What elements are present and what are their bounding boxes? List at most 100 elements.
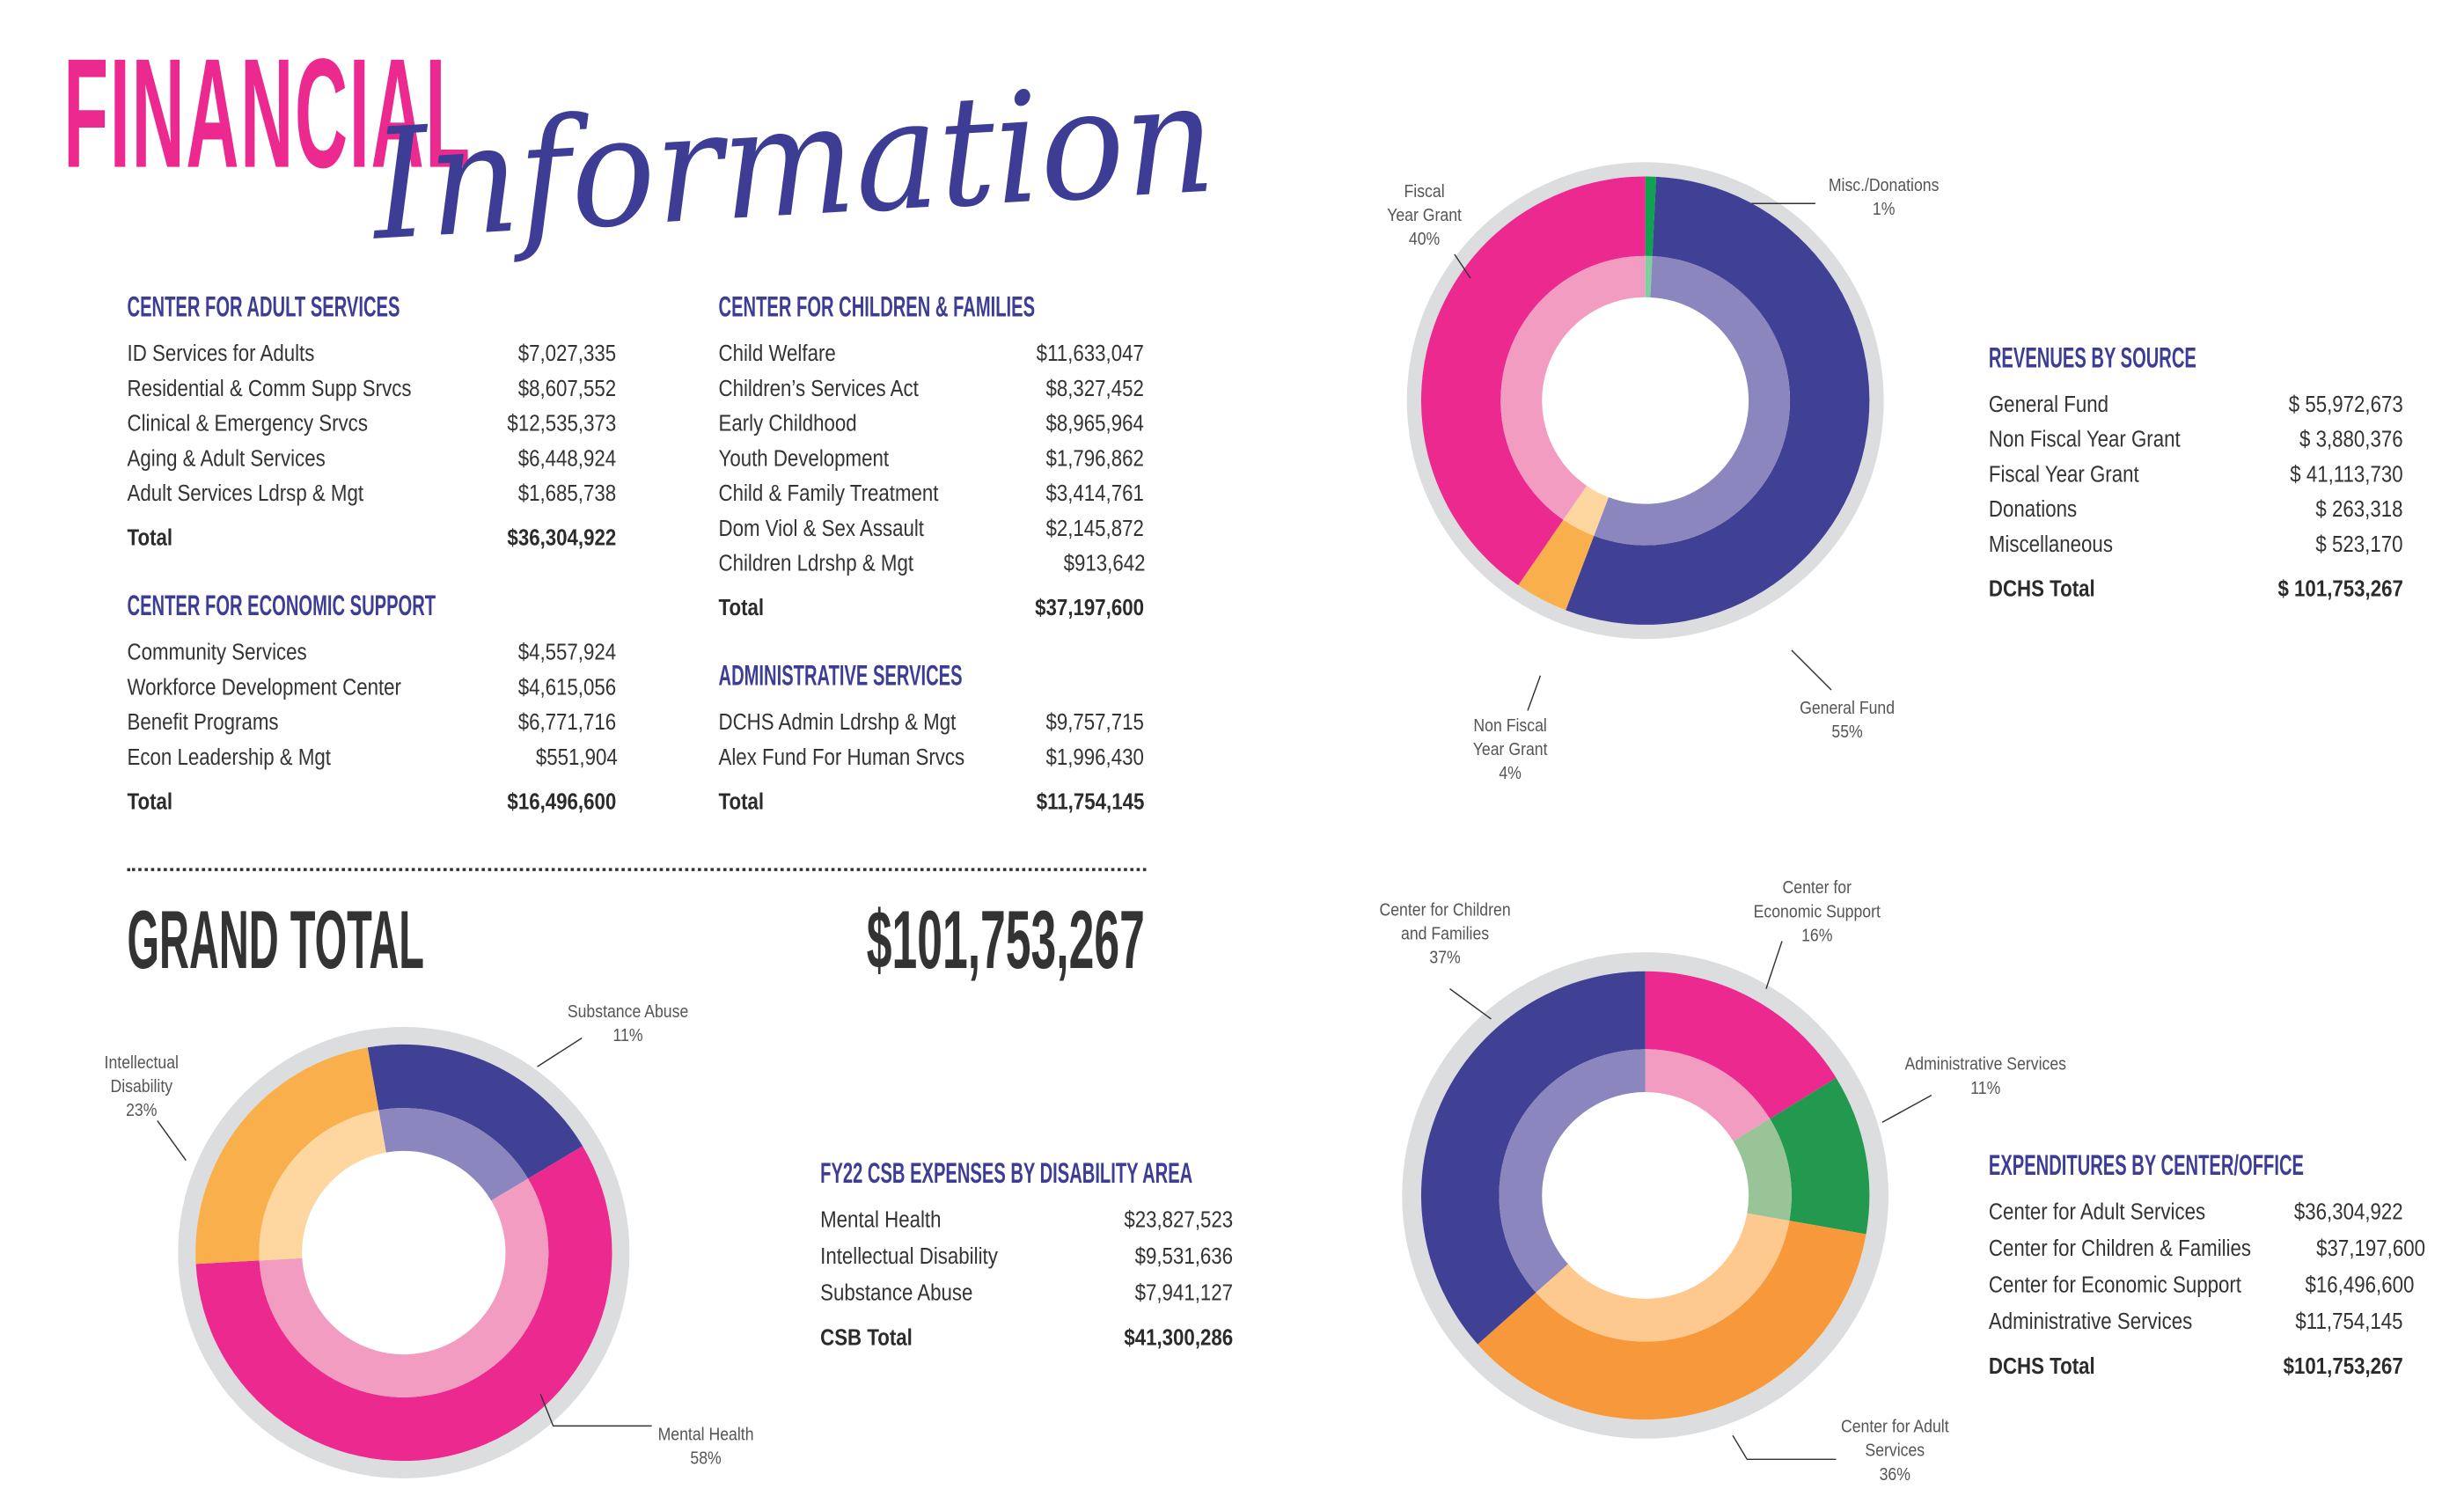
row-amount: $9,757,715	[1046, 710, 1145, 737]
row-label: Clinical & Emergency Srvcs	[127, 411, 368, 437]
row-label: Fiscal Year Grant	[1988, 462, 2139, 488]
total-label: DCHS Total	[1988, 1354, 2095, 1380]
slice-label-percent: 36%	[1879, 1465, 1910, 1485]
grand-total-label: GRAND TOTAL	[127, 895, 424, 987]
table-economic-support: CENTER FOR ECONOMIC SUPPORT Community Ser…	[128, 588, 617, 820]
total-amount: $36,304,922	[508, 525, 617, 552]
slice-label: Intellectual Disability 23%	[98, 1052, 185, 1124]
row-amount: $11,633,047	[1037, 341, 1145, 368]
slice-label: Center for Economic Support 16%	[1742, 877, 1892, 949]
slice-label-text: Center for Adult	[1840, 1418, 1949, 1438]
donut-slice-inner	[1594, 256, 1791, 546]
row-amount: $551,904	[535, 745, 617, 772]
row-label: Dom Viol & Sex Assault	[718, 517, 925, 542]
total-row: CSB Total $41,300,286	[820, 1321, 1234, 1358]
total-amount: $ 101,753,267	[2277, 576, 2404, 603]
section-heading: CENTER FOR ECONOMIC SUPPORT	[128, 588, 617, 635]
slice-label-percent: 37%	[1429, 949, 1461, 969]
row-label: Aging & Adult Services	[127, 446, 326, 473]
row-label: Child & Family Treatment	[718, 481, 939, 508]
slice-label-percent: 58%	[690, 1449, 722, 1470]
slice-label-text: Center for Children	[1379, 901, 1511, 920]
donut-slice-outer	[1420, 971, 1646, 1345]
row-label: Early Childhood	[718, 411, 857, 437]
row-amount: $7,027,335	[518, 341, 617, 368]
row-label: Administrative Services	[1988, 1309, 2193, 1336]
table-revenues-by-source: REVENUES BY SOURCE General Fund $ 55,972,6…	[1989, 341, 2403, 607]
leader-line	[1765, 941, 1783, 989]
total-amount: $41,300,286	[1124, 1325, 1234, 1352]
table-children-families: CENTER FOR CHILDREN & FAMILIES Child Welf…	[719, 290, 1145, 627]
total-amount: $16,496,600	[508, 789, 617, 816]
total-label: DCHS Total	[1988, 576, 2095, 603]
slice-label-text: Economic Support	[1753, 903, 1881, 922]
table-row: Fiscal Year Grant $ 41,113,730	[1989, 458, 2403, 493]
row-label: Children Ldrshp & Mgt	[718, 551, 914, 577]
total-row: DCHS Total $ 101,753,267	[1989, 572, 2403, 607]
donut-slice-inner	[1645, 255, 1653, 297]
table-row: DCHS Admin Ldrshp & Mgt $9,757,715	[719, 706, 1145, 741]
slice-label-percent: 1%	[1872, 200, 1896, 220]
row-amount: $ 41,113,730	[2290, 462, 2404, 488]
row-amount: $23,827,523	[1124, 1207, 1234, 1234]
grand-total-amount: $101,753,267	[866, 895, 1145, 987]
donut-slice-outer	[1518, 519, 1595, 611]
table-row: Administrative Services $11,754,145	[1989, 1305, 2403, 1342]
leader-line	[537, 1038, 583, 1067]
section-heading-text: ADMINISTRATIVE SERVICES	[718, 659, 963, 692]
table-row: Adult Services Ldrsp & Mgt $1,685,738	[128, 477, 617, 512]
table-row: Residential & Comm Supp Srvcs $8,607,552	[128, 372, 617, 407]
section-heading: REVENUES BY SOURCE	[1989, 341, 2403, 388]
slice-label-text: General Fund	[1800, 699, 1896, 719]
table-row: Mental Health $23,827,523	[820, 1203, 1234, 1240]
table-row: Community Services $4,557,924	[128, 636, 617, 671]
donut-slice-outer	[195, 1146, 612, 1462]
donut-slice-outer	[1478, 1221, 1866, 1420]
table-row: Non Fiscal Year Grant $ 3,880,376	[1989, 423, 2403, 458]
slice-label-text: Center for	[1782, 878, 1852, 898]
total-row: Total $36,304,922	[128, 522, 617, 557]
row-amount: $2,145,872	[1046, 517, 1145, 542]
donut-slice-inner	[378, 1108, 529, 1201]
row-amount: $6,448,924	[518, 446, 617, 473]
table-csb-expenses: FY22 CSB EXPENSES BY DISABILITY AREA Ment…	[820, 1155, 1234, 1357]
row-label: Non Fiscal Year Grant	[1988, 427, 2181, 453]
slice-label: Misc./Donations 1%	[1819, 175, 1949, 223]
leader-line	[1881, 1095, 1932, 1123]
title-financial: FINANCIAL	[63, 25, 472, 201]
row-amount: $ 523,170	[2316, 532, 2404, 559]
slice-label-text: Substance Abuse	[567, 1002, 689, 1023]
leader-line	[157, 1120, 187, 1162]
row-label: Miscellaneous	[1988, 532, 2113, 559]
donut-slice-inner	[1563, 485, 1609, 536]
table-row: Center for Economic Support $16,496,600	[1989, 1269, 2414, 1306]
row-label: Mental Health	[820, 1207, 942, 1234]
table-row: ID Services for Adults $7,027,335	[128, 337, 617, 372]
section-heading: FY22 CSB EXPENSES BY DISABILITY AREA	[820, 1155, 1234, 1203]
table-row: Children Ldrshp & Mgt $913,642	[719, 546, 1145, 582]
row-label: Child Welfare	[718, 341, 836, 368]
table-row: Aging & Adult Services $6,448,924	[128, 442, 617, 477]
slice-label: Fiscal Year Grant 40%	[1381, 181, 1469, 253]
section-heading-text: REVENUES BY SOURCE	[1988, 341, 2196, 374]
donut-slice-inner	[1645, 1049, 1771, 1141]
slice-label-text: Non Fiscal	[1473, 716, 1547, 737]
leader-line	[1449, 988, 1492, 1020]
row-label: Adult Services Ldrsp & Mgt	[127, 481, 364, 508]
row-label: Center for Adult Services	[1988, 1199, 2206, 1226]
row-amount: $8,965,964	[1046, 411, 1145, 437]
slice-label-text: Services	[1865, 1441, 1925, 1462]
slice-label: Mental Health 58%	[649, 1425, 762, 1472]
slice-label: Center for Adult Services 36%	[1831, 1417, 1958, 1488]
row-label: General Fund	[1988, 392, 2109, 419]
leader-line	[1732, 1434, 1837, 1461]
row-amount: $1,685,738	[518, 481, 617, 508]
section-heading: CENTER FOR CHILDREN & FAMILIES	[719, 290, 1145, 337]
table-row: Center for Adult Services $36,304,922	[1989, 1195, 2403, 1232]
section-heading-text: CENTER FOR ADULT SERVICES	[127, 290, 400, 323]
table-row: Center for Children & Families $37,197,60…	[1989, 1232, 2426, 1269]
total-row: DCHS Total $101,753,267	[1989, 1350, 2403, 1387]
total-label: CSB Total	[820, 1325, 913, 1352]
row-amount: $9,531,636	[1135, 1244, 1234, 1271]
donut-slice-outer	[1645, 971, 1837, 1119]
